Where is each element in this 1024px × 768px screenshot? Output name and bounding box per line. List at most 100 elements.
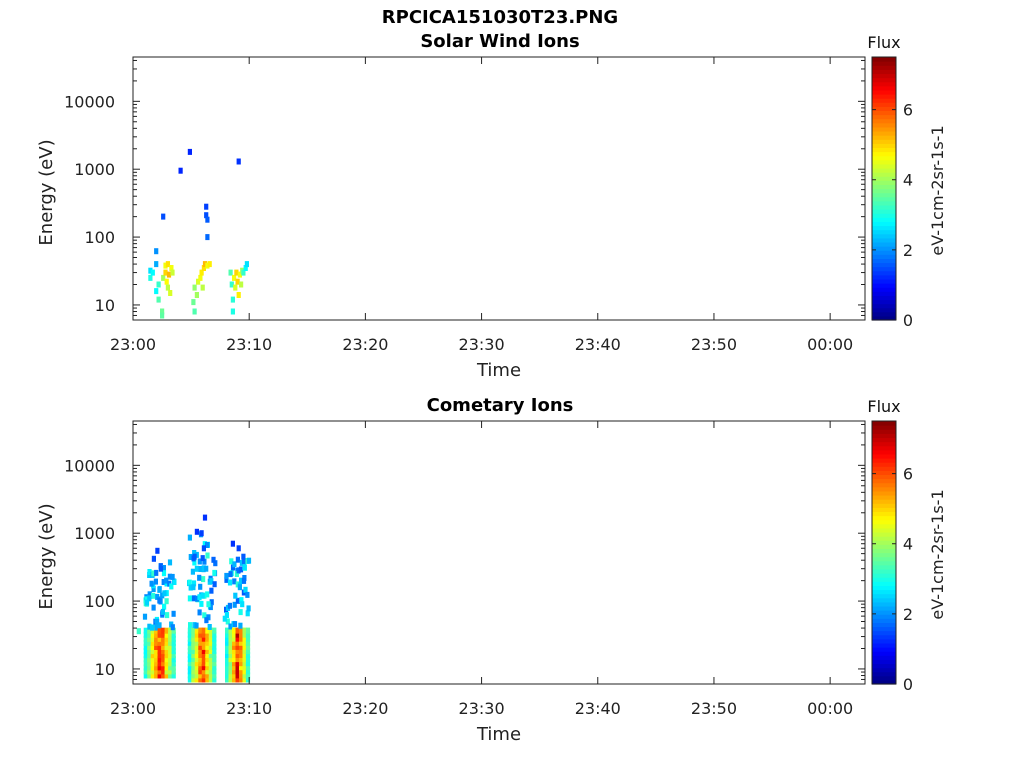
heatmap-cell [157, 631, 162, 638]
colorbar-segment [872, 102, 896, 107]
heatmap-cell [238, 609, 243, 616]
colorbar-segment [872, 536, 896, 541]
heatmap-cell [239, 664, 244, 671]
heatmap-cell [160, 592, 165, 599]
heatmap-cell [150, 660, 155, 667]
heatmap-cell [150, 269, 155, 276]
heatmap-cell [228, 656, 233, 663]
heatmap-cell [191, 660, 196, 667]
heatmap-cell [143, 660, 148, 667]
heatmap-cell [188, 622, 193, 629]
heatmap-cell [228, 668, 233, 675]
heatmap-cell [198, 635, 203, 642]
heatmap-cell [157, 597, 162, 604]
colorbar-segment [872, 73, 896, 79]
heatmap-cell [232, 664, 237, 671]
heatmap-cell [154, 648, 159, 655]
heatmap-cell [198, 660, 203, 667]
heatmap-cell [157, 672, 162, 679]
heatmap-cell [206, 601, 211, 608]
heatmap-cell [136, 628, 141, 635]
heatmap-cell [232, 660, 237, 667]
x-tick-label: 00:00 [807, 335, 853, 354]
colorbar-segment [872, 527, 896, 533]
colorbar-segment [872, 499, 896, 504]
heatmap-cell [191, 639, 196, 646]
heatmap-cell [235, 648, 240, 654]
heatmap-cell [161, 565, 166, 571]
heatmap-cell [197, 558, 202, 565]
y-tick-label: 10 [95, 660, 115, 679]
heatmap-cell [212, 569, 217, 576]
heatmap-cell [229, 558, 234, 565]
colorbar-segment [872, 311, 896, 317]
heatmap-cell [212, 648, 217, 654]
heatmap-cell [228, 627, 233, 634]
colorbar-segment [872, 581, 896, 586]
heatmap-cell [212, 627, 217, 634]
heatmap-cell [202, 612, 207, 619]
colorbar-segment [872, 143, 896, 149]
heatmap-cell [225, 643, 230, 650]
colorbar-segment [872, 188, 896, 194]
heatmap-cell [143, 652, 148, 659]
colorbar-segment [872, 122, 896, 128]
heatmap-cell [212, 652, 217, 658]
colorbar-segment [872, 597, 896, 603]
heatmap-cell [194, 639, 199, 646]
heatmap-cell [194, 652, 199, 658]
heatmap-cell [194, 528, 199, 535]
heatmap-cell [143, 627, 148, 634]
heatmap-cell [245, 591, 250, 598]
heatmap-cell [239, 577, 244, 584]
heatmap-cell [239, 652, 244, 658]
heatmap-cell [225, 627, 230, 634]
heatmap-cell [192, 559, 197, 566]
colorbar-segment [872, 642, 896, 648]
heatmap-cell [192, 550, 197, 556]
heatmap-cell [187, 639, 192, 646]
heatmap-cell [161, 648, 166, 655]
heatmap-cell [169, 583, 174, 590]
heatmap-cell [147, 595, 152, 602]
heatmap-cell [239, 559, 244, 566]
colorbar-segment [872, 151, 896, 157]
colorbar-segment [872, 445, 896, 451]
colorbar-segment [872, 515, 896, 521]
heatmap-cell [164, 577, 169, 584]
heatmap-cell [234, 571, 239, 577]
heatmap-cell [143, 639, 148, 646]
heatmap-cell [236, 292, 241, 298]
colorbar-segment [872, 605, 896, 611]
heatmap-cell [230, 540, 235, 547]
heatmap-cell [191, 656, 196, 663]
colorbar-segment [872, 663, 896, 669]
heatmap-cell [196, 278, 201, 285]
colorbar-segment [872, 250, 896, 255]
heatmap-cell [161, 570, 167, 577]
heatmap-cell [243, 265, 248, 271]
heatmap-cell [171, 656, 176, 663]
heatmap-cell [198, 656, 203, 663]
heatmap-cell [200, 592, 205, 599]
heatmap-cell [234, 269, 239, 276]
heatmap-cell [168, 672, 173, 679]
heatmap-cell [242, 648, 247, 654]
colorbar-segment [872, 437, 896, 443]
heatmap-cell [170, 573, 175, 580]
heatmap-cell [147, 635, 152, 642]
heatmap-cell [239, 627, 244, 634]
heatmap-cell [199, 530, 204, 537]
heatmap-cell [205, 676, 210, 683]
colorbar-unit-label: eV-1cm-2sr-1s-1 [928, 489, 947, 619]
heatmap-cell [187, 656, 192, 663]
heatmap-cell [161, 644, 166, 650]
heatmap-cell [236, 567, 241, 574]
colorbar-segment [872, 229, 896, 235]
colorbar-segment [872, 176, 896, 181]
colorbar-segment [872, 507, 896, 513]
heatmap-cell [205, 542, 210, 548]
colorbar-segment [872, 614, 896, 619]
colorbar-segment [872, 675, 896, 681]
heatmap-cell [190, 568, 195, 575]
